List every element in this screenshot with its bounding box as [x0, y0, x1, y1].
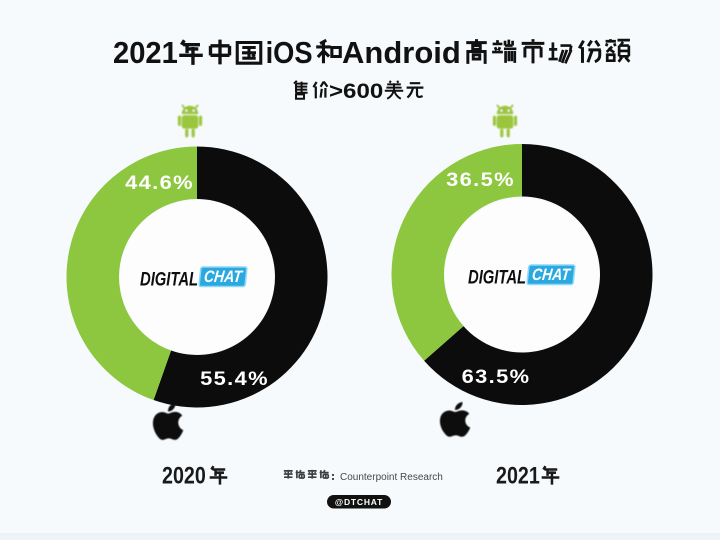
- svg-text:Android: Android: [342, 35, 461, 70]
- svg-text:36.5%: 36.5%: [446, 169, 515, 190]
- svg-text:iOS: iOS: [266, 36, 313, 70]
- svg-text:2020: 2020: [162, 462, 206, 489]
- svg-text:63.5%: 63.5%: [462, 366, 531, 387]
- svg-text:2021: 2021: [113, 36, 178, 70]
- svg-text:@DTCHAT: @DTCHAT: [335, 497, 383, 507]
- svg-text:Counterpoint Research: Counterpoint Research: [340, 472, 443, 483]
- svg-text:44.6%: 44.6%: [125, 172, 194, 193]
- svg-text:55.4%: 55.4%: [200, 368, 269, 389]
- svg-text:2021: 2021: [496, 462, 540, 489]
- svg-text:>600: >600: [329, 78, 383, 102]
